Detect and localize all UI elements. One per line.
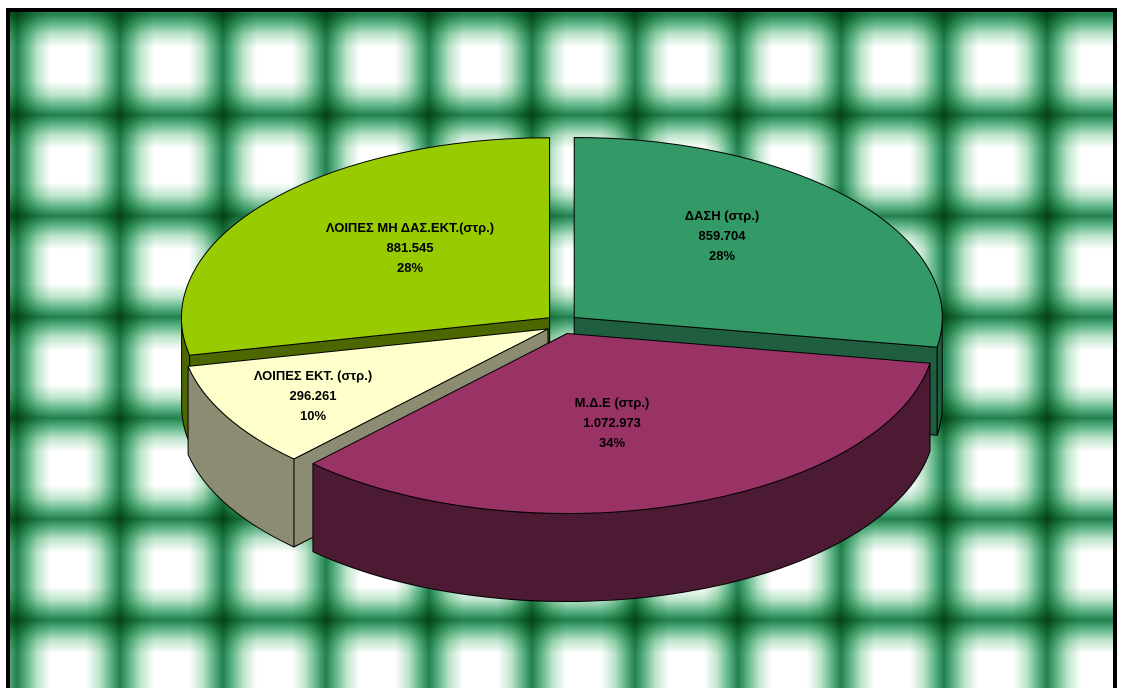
pie-slice-3-label-value: 296.261 <box>290 388 337 403</box>
pie-slice-4-label-category: ΛΟΙΠΕΣ ΜΗ ΔΑΣ.ΕΚΤ.(στρ.) <box>326 220 494 235</box>
pie-data-labels: ΔΑΣΗ (στρ.) 859.704 28% Μ.Δ.Ε (στρ.) 1.072.9… <box>254 208 759 450</box>
pie-slice-3-label-percent: 10% <box>300 408 326 423</box>
pie-slice-2-label-category: Μ.Δ.Ε (στρ.) <box>575 395 650 410</box>
pie-slices <box>181 137 943 602</box>
pie-slice-4-label-value: 881.545 <box>387 240 434 255</box>
pie-slice-4-top <box>181 137 551 356</box>
pie-slice-1-top <box>573 137 943 348</box>
pie-slice-1-label-category: ΔΑΣΗ (στρ.) <box>685 208 760 223</box>
pie-slice-1-label-percent: 28% <box>709 248 735 263</box>
pie-slice-1-label-value: 859.704 <box>699 228 747 243</box>
pie-slice-2-label-value: 1.072.973 <box>583 415 641 430</box>
pie-slice-4-label-percent: 28% <box>397 260 423 275</box>
pie-slice-2-top <box>312 333 931 514</box>
pie-slice-3-label-category: ΛΟΙΠΕΣ ΕΚΤ. (στρ.) <box>254 368 372 383</box>
pie-slice-2-label-percent: 34% <box>599 435 625 450</box>
pie-slice-3-top <box>187 328 549 460</box>
